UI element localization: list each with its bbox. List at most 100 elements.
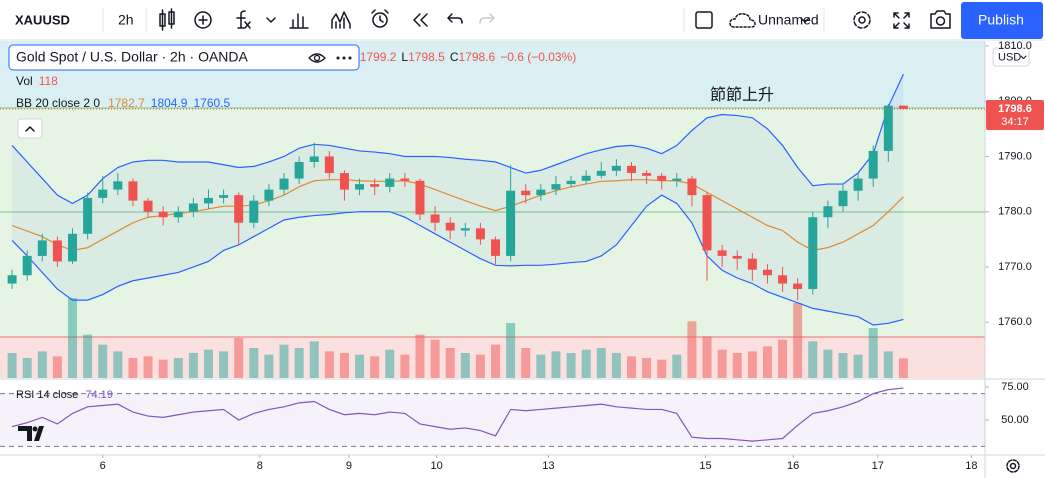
y-tick-label: 75.00 [1001, 381, 1029, 393]
publish-label[interactable]: Publish [978, 12, 1024, 28]
price-label-box [986, 99, 1044, 130]
select-button[interactable] [695, 11, 713, 29]
volume-bar [898, 358, 908, 378]
volume-bar [642, 358, 652, 378]
time-axis-settings[interactable] [1006, 459, 1020, 473]
chart-type-button[interactable] [159, 8, 175, 31]
candle-body [808, 217, 818, 290]
bb-lower-line [11, 194, 904, 326]
replay-button[interactable] [413, 13, 428, 27]
volume-bar [536, 354, 546, 378]
volume-bar [234, 338, 244, 378]
toolbar [0, 0, 1045, 40]
snapshot-button[interactable] [930, 10, 951, 29]
y-tick-label: 1780.0 [998, 206, 1032, 218]
ohlc-value: 1799.2 [360, 50, 397, 64]
volume-bar [339, 353, 349, 378]
redo-button[interactable] [479, 13, 495, 24]
volume-bar [128, 358, 138, 378]
indicators-button[interactable] [236, 10, 251, 29]
volume-bar [203, 349, 213, 378]
plot [0, 73, 985, 447]
financials-button[interactable] [289, 13, 309, 29]
fullscreen-button[interactable] [893, 12, 910, 29]
volume-bar [355, 354, 365, 378]
volume-bar [672, 354, 682, 378]
indicators-add-button[interactable] [194, 11, 212, 29]
volume-legend: Vol 118 [16, 74, 58, 88]
volume-bar [385, 349, 395, 378]
volume-bar [324, 351, 334, 378]
volume-bar [838, 353, 848, 378]
candle-body [868, 150, 878, 179]
bb-label: BB 20 close 2 0 [16, 96, 100, 110]
bb-value: 1760.5 [193, 96, 230, 110]
x-tick-label: 6 [100, 460, 106, 472]
candle-body [249, 200, 259, 223]
candle-body [823, 206, 833, 218]
volume-bar [249, 348, 259, 378]
x-tick-label: 8 [257, 460, 263, 472]
candle-body [234, 195, 244, 223]
dropdown-chevron[interactable] [266, 17, 276, 23]
volume-value: 118 [39, 74, 58, 88]
candle-body [460, 228, 470, 231]
volume-bar [219, 351, 229, 378]
candle-body [324, 156, 334, 174]
cloud-icon [729, 13, 756, 28]
bb-fill [12, 74, 904, 325]
candle-body [98, 189, 108, 198]
candle-body [279, 178, 289, 190]
candle-body [355, 184, 365, 190]
bb-value: 1804.9 [151, 96, 188, 110]
undo-button[interactable] [447, 13, 463, 24]
candle-body [883, 105, 893, 151]
volume-bar [37, 351, 47, 378]
candle-body [128, 181, 138, 201]
publish-button[interactable] [961, 2, 1043, 39]
volume-bar [778, 339, 788, 378]
settings-button[interactable] [853, 11, 871, 29]
candle-body [491, 239, 501, 256]
candle-body [581, 175, 591, 181]
candle-body [158, 211, 168, 218]
candle-body [778, 275, 788, 284]
volume-bar [883, 351, 893, 378]
candle-body [294, 161, 304, 179]
candle-body [611, 165, 621, 171]
alert-button[interactable] [371, 9, 389, 28]
volume-bar [415, 334, 425, 378]
interval-button[interactable]: 2h [118, 12, 134, 28]
candle-body [83, 197, 93, 234]
hide-button[interactable] [308, 53, 326, 63]
collapse-button[interactable] [17, 118, 43, 139]
annotation: 節節上升 [710, 86, 774, 104]
change-value: −0.6 (−0.03%) [500, 50, 576, 64]
symbol-title: Gold Spot / U.S. Dollar · 2h · OANDA [16, 49, 249, 65]
volume-bar [400, 354, 410, 378]
candle-body [264, 189, 274, 201]
more-button[interactable] [336, 56, 352, 60]
volume-bar [762, 346, 772, 378]
layout-name[interactable]: Unnamed [758, 12, 819, 28]
volume-bar [702, 336, 712, 378]
currency-label[interactable]: USD [998, 51, 1021, 63]
volume-bar [279, 344, 289, 378]
volume-bar [853, 354, 863, 378]
ohlc-value: 1798.5 [408, 50, 445, 64]
price-label: 1798.6 [998, 103, 1032, 115]
compare-button[interactable] [331, 11, 351, 29]
volume-bar [264, 354, 274, 378]
candle-body [672, 178, 682, 181]
layout-chevron[interactable] [800, 17, 810, 23]
candle-body [551, 184, 561, 190]
y-tick-label: 1770.0 [998, 261, 1032, 273]
y-tick-label: 1790.0 [998, 150, 1032, 162]
currency-select[interactable] [992, 47, 1030, 67]
y-tick-label: 1760.0 [998, 316, 1032, 328]
candle-body [370, 184, 380, 187]
symbol-search[interactable]: XAUUSD [15, 12, 70, 27]
volume-bar [7, 353, 17, 378]
rsi-value: 74.19 [85, 389, 113, 401]
symbol-legend-box[interactable] [8, 44, 360, 71]
